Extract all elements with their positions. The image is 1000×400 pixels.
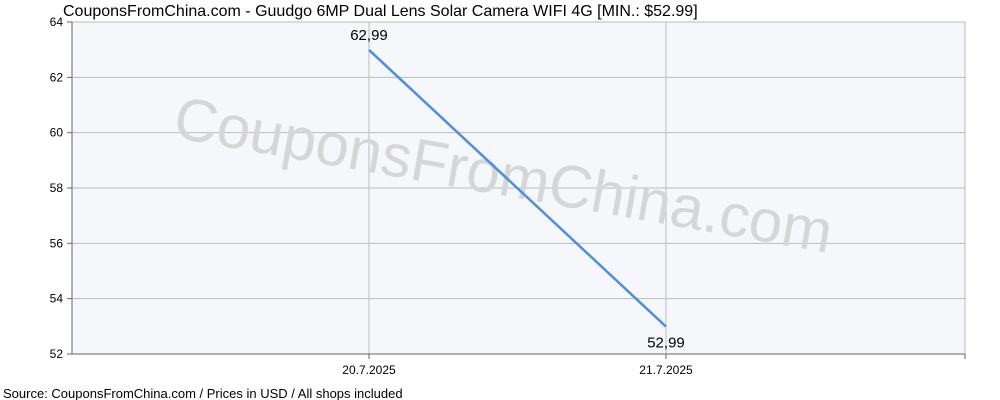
x-tick-label: 21.7.2025 <box>639 363 693 377</box>
chart-title: CouponsFromChina.com - Guudgo 6MP Dual L… <box>63 3 698 20</box>
y-tick-label: 56 <box>50 236 64 250</box>
y-tick-label: 54 <box>50 292 64 306</box>
y-tick-label: 62 <box>50 70 64 84</box>
x-axis-ticks: 20.7.2025 21.7.2025 <box>342 354 966 377</box>
data-label: 52,99 <box>647 335 685 352</box>
series <box>368 49 667 328</box>
y-tick-label: 60 <box>50 126 64 140</box>
y-axis-ticks: 52 54 56 58 60 62 64 <box>50 15 72 361</box>
y-tick-label: 52 <box>50 347 64 361</box>
y-tick-label: 58 <box>50 181 64 195</box>
data-labels: 62,99 52,99 <box>350 27 685 352</box>
x-tick-label: 20.7.2025 <box>342 363 396 377</box>
data-label: 62,99 <box>350 27 388 44</box>
y-tick-label: 64 <box>50 15 64 29</box>
series-line <box>368 49 667 328</box>
chart-footer: Source: CouponsFromChina.com / Prices in… <box>3 386 403 400</box>
